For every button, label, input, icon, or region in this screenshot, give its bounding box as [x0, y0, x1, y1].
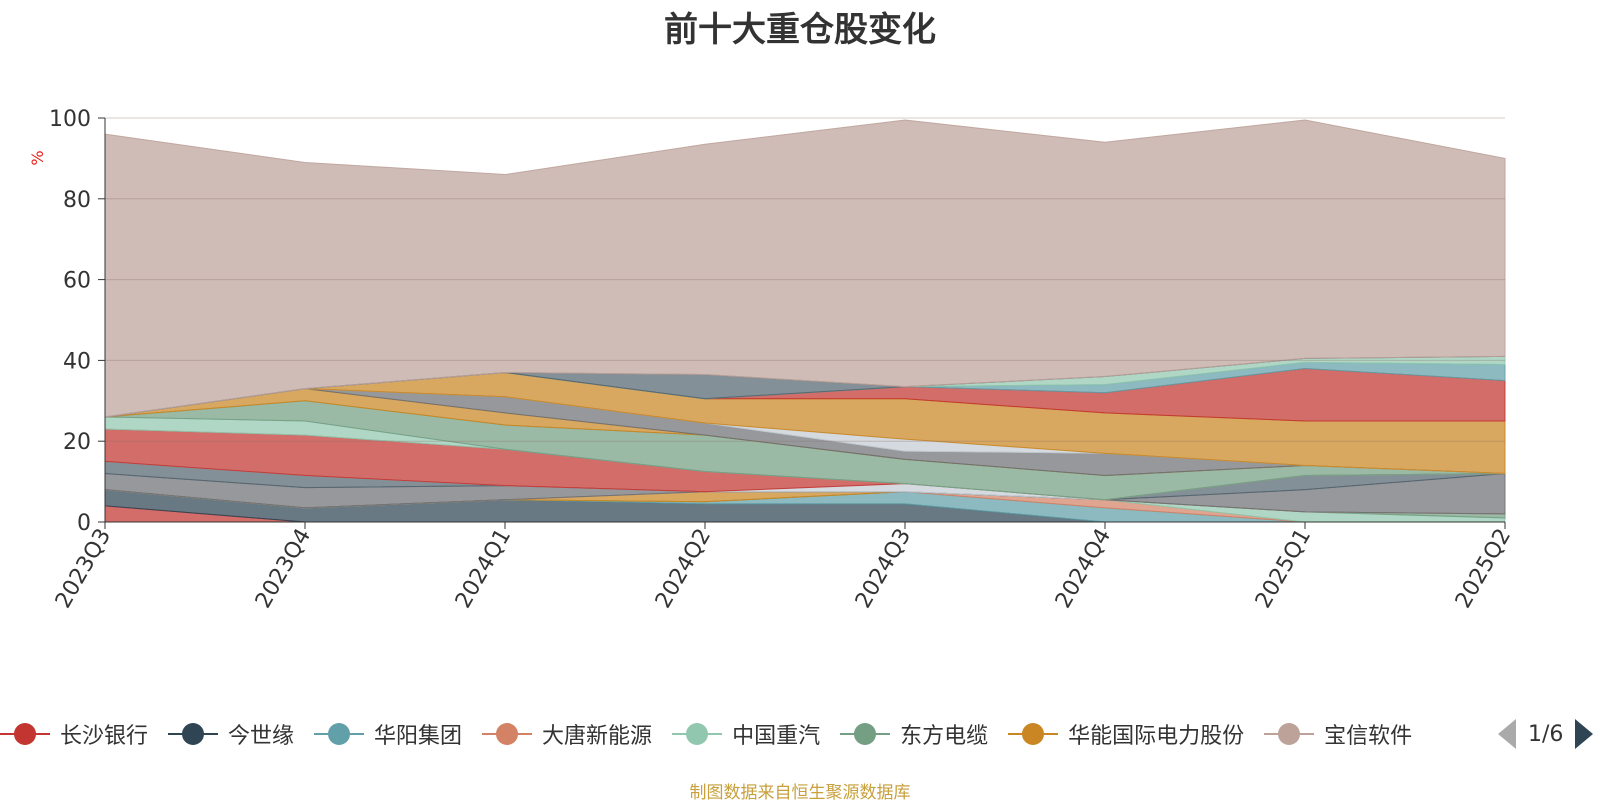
x-tick-label-1: 2023Q4 [251, 525, 316, 613]
y-tick-label-1: 20 [63, 430, 91, 455]
legend-prev-page-icon[interactable] [1498, 719, 1516, 749]
legend-item-4[interactable]: 中国重汽 [672, 712, 820, 756]
chart-title: 前十大重仓股变化 [664, 10, 936, 50]
legend-label: 宝信软件 [1324, 724, 1413, 749]
legend-marker-icon [482, 712, 533, 756]
legend-page-indicator: 1/6 [1528, 721, 1564, 747]
legend-marker-icon [1008, 712, 1059, 756]
x-tick-label-7: 2025Q2 [1451, 525, 1516, 613]
legend-label: 大唐新能源 [542, 724, 653, 749]
legend-marker-icon [840, 712, 891, 756]
x-tick-label-2: 2024Q1 [451, 525, 516, 613]
legend-marker-icon [314, 712, 365, 756]
x-tick-label-5: 2024Q4 [1051, 525, 1116, 613]
legend-marker-icon [672, 712, 723, 756]
y-tick-label-5: 100 [49, 107, 91, 132]
legend-item-7[interactable]: 宝信软件 [1264, 712, 1412, 756]
legend-label: 中国重汽 [732, 724, 821, 749]
y-axis-label: % [28, 150, 47, 165]
legend-pager: 1/6 [1498, 716, 1594, 752]
legend-item-0[interactable]: 长沙银行 [0, 712, 148, 756]
area-series-22 [104, 119, 1506, 418]
legend: 长沙银行 今世缘 华阳集团 大唐新能源 中国重汽 东方电缆 华能国际电力股份 宝信软件 [0, 712, 1480, 756]
y-tick-label-3: 60 [63, 269, 91, 294]
y-tick-label-2: 40 [63, 349, 91, 374]
legend-label: 长沙银行 [60, 724, 149, 749]
legend-label: 华阳集团 [374, 724, 463, 749]
legend-item-6[interactable]: 华能国际电力股份 [1008, 712, 1244, 756]
x-tick-label-3: 2024Q2 [651, 525, 716, 613]
y-tick-label-0: 0 [77, 511, 91, 536]
legend-label: 今世缘 [228, 724, 295, 749]
legend-next-page-icon[interactable] [1575, 719, 1594, 749]
area-series-layer [104, 119, 1506, 523]
legend-marker-icon [0, 712, 50, 756]
legend-item-3[interactable]: 大唐新能源 [482, 712, 652, 756]
x-tick-label-6: 2025Q1 [1251, 525, 1316, 613]
legend-label: 东方电缆 [900, 724, 989, 749]
legend-label: 华能国际电力股份 [1068, 724, 1245, 749]
legend-marker-icon [1264, 712, 1315, 756]
legend-item-1[interactable]: 今世缘 [168, 712, 294, 756]
legend-item-2[interactable]: 华阳集团 [314, 712, 462, 756]
legend-item-5[interactable]: 东方电缆 [840, 712, 988, 756]
y-tick-label-4: 80 [63, 188, 91, 213]
x-tick-label-0: 2023Q3 [51, 525, 116, 613]
gridlines [105, 117, 1505, 442]
legend-marker-icon [168, 712, 219, 756]
source-note: 制图数据来自恒生聚源数据库 [689, 783, 911, 803]
chart-plot: 0 20 40 60 80 100 2023Q3 2023Q4 2024Q1 2024Q2 2024… [28, 107, 1516, 613]
x-tick-label-4: 2024Q3 [851, 525, 916, 613]
